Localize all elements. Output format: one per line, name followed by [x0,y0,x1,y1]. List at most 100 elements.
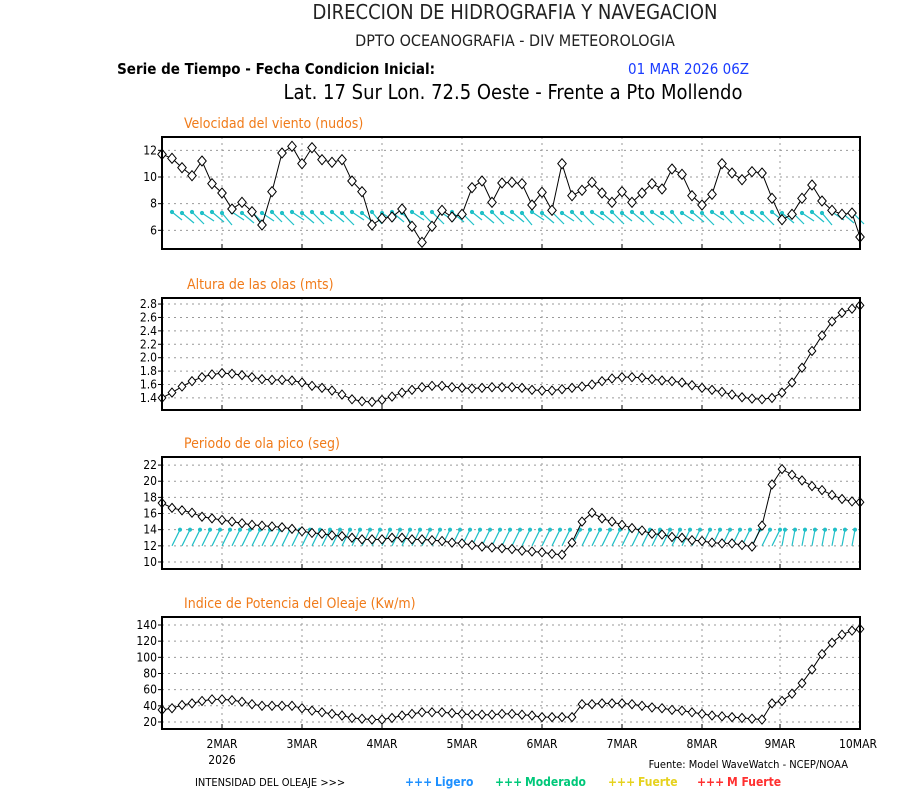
panel-frame [161,616,861,730]
wind-arrow [741,212,755,222]
wave-direction-arrow-head [177,527,183,532]
data-point [747,393,757,404]
data-point [607,698,617,709]
data-point [187,169,197,182]
data-point [677,532,687,544]
wave-direction-arrow [831,529,836,546]
data-point [597,513,607,524]
panel-frame [161,297,861,411]
y-tick-label: 18 [143,490,157,504]
data-point [477,541,487,552]
data-point [707,710,717,721]
wind-arrow [761,212,775,226]
wave-direction-arrow-head [687,527,693,532]
wind-arrow-head [659,210,665,216]
panel-1: Velocidad del viento (nudos) 6 8 10 12 [143,116,865,250]
wave-direction-arrow [231,529,241,547]
wind-arrow [321,212,333,222]
wave-direction-arrow [531,529,541,547]
data-point [777,695,787,707]
wind-arrow [261,212,275,222]
wave-direction-arrow-head [217,527,223,532]
data-point [517,545,527,556]
wave-direction-arrow [581,529,591,547]
wave-direction-arrow-head [767,527,773,532]
wind-arrow [241,212,255,224]
data-point [517,709,527,720]
wave-direction-arrow [271,529,281,547]
data-point [807,345,817,357]
wave-direction-arrow-head [707,527,713,532]
data-point [477,175,487,187]
data-point [237,369,247,381]
wave-direction-arrow [281,529,291,547]
wave-direction-arrow-head [197,527,203,532]
data-point [327,708,337,720]
wave-direction-arrow [361,529,371,547]
wind-arrow-head [279,210,285,216]
data-point [667,163,677,175]
wind-arrow [271,211,283,223]
y-tick-label: 40 [143,699,157,713]
data-point [567,189,577,202]
data-point [707,537,717,548]
wind-arrow-head [419,210,425,216]
data-point [367,714,377,725]
data-point [457,538,467,549]
data-point [737,173,747,186]
wind-arrow [341,212,355,226]
wind-arrow [471,211,483,221]
wave-direction-arrow-head [187,527,193,532]
data-point [397,710,407,721]
data-point [197,155,207,167]
data-point [287,140,297,153]
header-series-label: Serie de Tiempo - Fecha Condicion Inicia… [117,60,435,78]
panel-2: Altura de las olas (mts)1.41.61.82.02.22… [140,277,865,411]
data-point [587,698,597,710]
data-point [487,381,497,393]
wave-direction-arrow [801,529,806,546]
wave-direction-arrow-head [727,527,733,532]
data-point [777,213,787,226]
data-point [787,688,797,699]
data-point [207,694,217,705]
y-tick-label: 140 [136,618,157,632]
data-point [797,677,807,689]
wave-direction-arrow [611,529,621,547]
data-point [447,707,457,719]
legend-label: INTENSIDAD DEL OLEAJE >>> [195,776,345,789]
data-point [377,714,387,725]
data-point [237,517,247,529]
wind-arrow [651,211,665,221]
y-tick-label: 10 [143,170,157,184]
wave-direction-arrow-head [802,527,808,532]
wind-arrow-head [499,210,505,216]
wind-arrow [711,211,725,221]
wave-direction-arrow-head [487,527,493,532]
data-point [497,177,507,189]
wave-direction-arrow-head [747,527,753,532]
data-point [767,698,777,709]
y-tick-label: 120 [136,634,157,648]
wind-arrow-head [329,209,335,215]
data-point [827,316,837,327]
wind-arrow [601,212,615,224]
wind-arrow [561,212,575,222]
data-point [217,694,227,705]
data-point [527,384,537,396]
data-point [577,184,587,197]
data-point [597,698,607,709]
wind-arrow-head [529,209,535,215]
data-point [467,383,477,394]
data-point [267,374,277,386]
data-point [477,382,487,394]
wind-arrow-head [559,210,565,216]
data-point [387,712,397,724]
wave-direction-arrow [601,529,611,547]
data-point [467,539,477,551]
wind-arrow-head [819,210,825,216]
wave-direction-arrow-head [367,527,373,532]
wind-arrow [641,212,655,226]
wind-arrow [821,212,833,226]
data-point [637,187,647,199]
